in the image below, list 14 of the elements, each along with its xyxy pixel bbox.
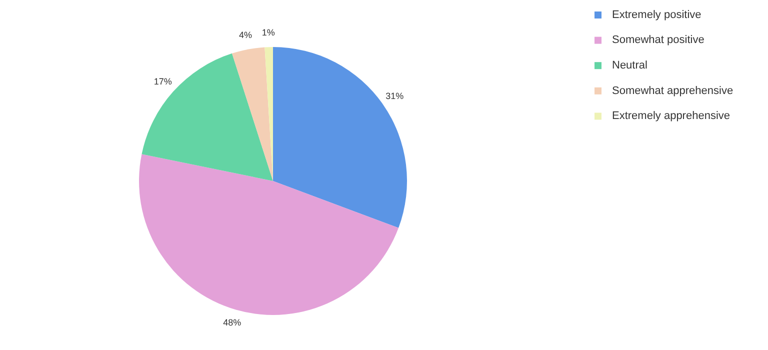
pie-slice [142,53,273,181]
legend-label: Somewhat positive [612,34,704,46]
legend-label: Neutral [612,60,648,72]
legend-label: Extremely apprehensive [612,110,730,122]
pie-slice [232,47,273,181]
data-label: 48% [223,318,242,328]
data-label: 17% [154,76,172,87]
pie-slice [139,154,399,315]
legend-label: Somewhat apprehensive [612,84,734,97]
data-label: 31% [386,91,404,102]
data-label: 1% [262,27,275,38]
legend-label: Extremely positive [612,8,702,21]
pie-slice [273,47,407,228]
data-label: 4% [239,30,252,40]
